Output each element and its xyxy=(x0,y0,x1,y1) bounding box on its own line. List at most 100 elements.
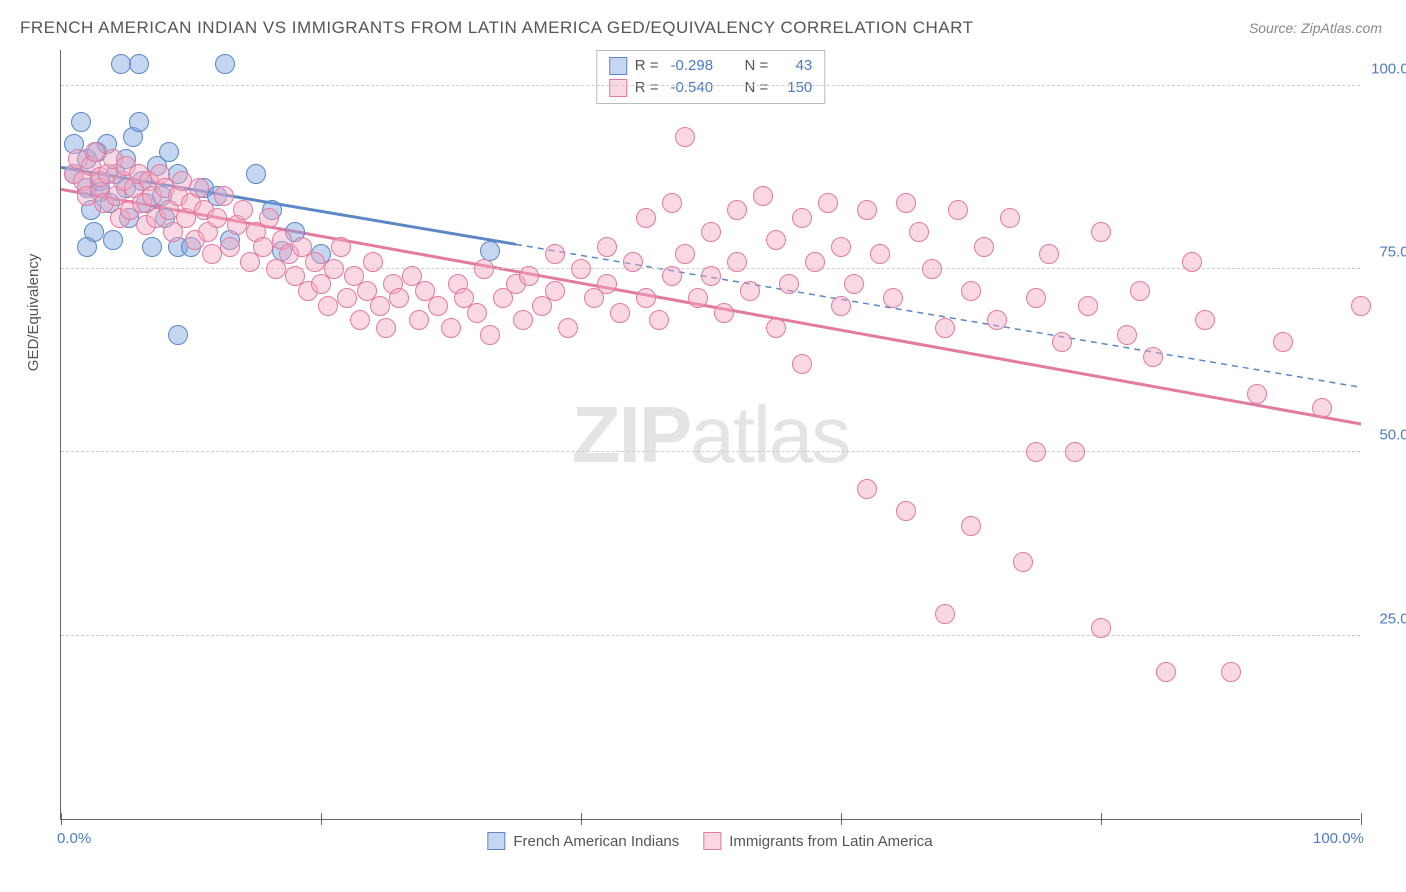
data-point xyxy=(1117,325,1137,345)
data-point xyxy=(1312,398,1332,418)
data-point xyxy=(1052,332,1072,352)
legend-stat-row: R =-0.540N =150 xyxy=(609,77,813,99)
data-point xyxy=(480,241,500,261)
data-point xyxy=(571,259,591,279)
data-point xyxy=(597,237,617,257)
data-point xyxy=(1026,442,1046,462)
gridline-h xyxy=(61,85,1360,86)
data-point xyxy=(1039,244,1059,264)
data-point xyxy=(623,252,643,272)
n-label: N = xyxy=(745,77,769,99)
data-point xyxy=(701,222,721,242)
data-point xyxy=(675,127,695,147)
watermark: ZIPatlas xyxy=(572,389,849,481)
data-point xyxy=(1221,662,1241,682)
data-point xyxy=(71,112,91,132)
data-point xyxy=(467,303,487,323)
legend-label: French American Indians xyxy=(513,833,679,850)
data-point xyxy=(331,237,351,257)
data-point xyxy=(610,303,630,323)
data-point xyxy=(159,142,179,162)
n-value: 43 xyxy=(780,55,812,77)
data-point xyxy=(1065,442,1085,462)
data-point xyxy=(662,266,682,286)
x-tick-label: 0.0% xyxy=(57,830,91,847)
data-point xyxy=(935,318,955,338)
legend-item: Immigrants from Latin America xyxy=(703,832,932,850)
data-point xyxy=(805,252,825,272)
data-point xyxy=(766,230,786,250)
data-point xyxy=(896,193,916,213)
data-point xyxy=(935,604,955,624)
data-point xyxy=(337,288,357,308)
data-point xyxy=(480,325,500,345)
data-point xyxy=(1091,222,1111,242)
data-point xyxy=(753,186,773,206)
data-point xyxy=(558,318,578,338)
x-tick xyxy=(61,813,62,825)
data-point xyxy=(883,288,903,308)
data-point xyxy=(441,318,461,338)
data-point xyxy=(376,318,396,338)
data-point xyxy=(214,186,234,206)
data-point xyxy=(662,193,682,213)
data-point xyxy=(1000,208,1020,228)
data-point xyxy=(1195,310,1215,330)
data-point xyxy=(428,296,448,316)
plot-region: ZIPatlas R =-0.298N =43R =-0.540N =150 2… xyxy=(60,50,1360,820)
data-point xyxy=(1351,296,1371,316)
data-point xyxy=(974,237,994,257)
data-point xyxy=(168,325,188,345)
data-point xyxy=(636,208,656,228)
data-point xyxy=(701,266,721,286)
data-point xyxy=(111,54,131,74)
data-point xyxy=(792,208,812,228)
gridline-h xyxy=(61,451,1360,452)
data-point xyxy=(857,479,877,499)
y-tick-label: 25.0% xyxy=(1367,610,1406,627)
data-point xyxy=(202,244,222,264)
data-point xyxy=(1156,662,1176,682)
data-point xyxy=(714,303,734,323)
data-point xyxy=(220,237,240,257)
data-point xyxy=(246,164,266,184)
data-point xyxy=(545,244,565,264)
data-point xyxy=(857,200,877,220)
y-axis-label: GED/Equivalency xyxy=(25,254,42,372)
data-point xyxy=(870,244,890,264)
data-point xyxy=(324,259,344,279)
data-point xyxy=(409,310,429,330)
legend-swatch xyxy=(609,57,627,75)
data-point xyxy=(545,281,565,301)
r-value: -0.540 xyxy=(671,77,727,99)
data-point xyxy=(896,501,916,521)
data-point xyxy=(831,237,851,257)
x-tick xyxy=(581,813,582,825)
data-point xyxy=(513,310,533,330)
data-point xyxy=(922,259,942,279)
data-point xyxy=(1182,252,1202,272)
data-point xyxy=(1026,288,1046,308)
x-tick xyxy=(841,813,842,825)
chart-area: ZIPatlas R =-0.298N =43R =-0.540N =150 2… xyxy=(60,50,1360,820)
data-point xyxy=(597,274,617,294)
legend-swatch xyxy=(609,79,627,97)
data-point xyxy=(1013,552,1033,572)
data-point xyxy=(727,252,747,272)
data-point xyxy=(844,274,864,294)
y-tick-label: 50.0% xyxy=(1367,427,1406,444)
data-point xyxy=(948,200,968,220)
series-legend: French American Indians Immigrants from L… xyxy=(487,832,932,850)
data-point xyxy=(792,354,812,374)
data-point xyxy=(961,281,981,301)
data-point xyxy=(961,516,981,536)
correlation-legend: R =-0.298N =43R =-0.540N =150 xyxy=(596,50,826,104)
data-point xyxy=(909,222,929,242)
legend-stat-row: R =-0.298N =43 xyxy=(609,55,813,77)
data-point xyxy=(675,244,695,264)
data-point xyxy=(129,112,149,132)
legend-item: French American Indians xyxy=(487,832,679,850)
x-tick xyxy=(1361,813,1362,825)
data-point xyxy=(129,54,149,74)
data-point xyxy=(305,252,325,272)
